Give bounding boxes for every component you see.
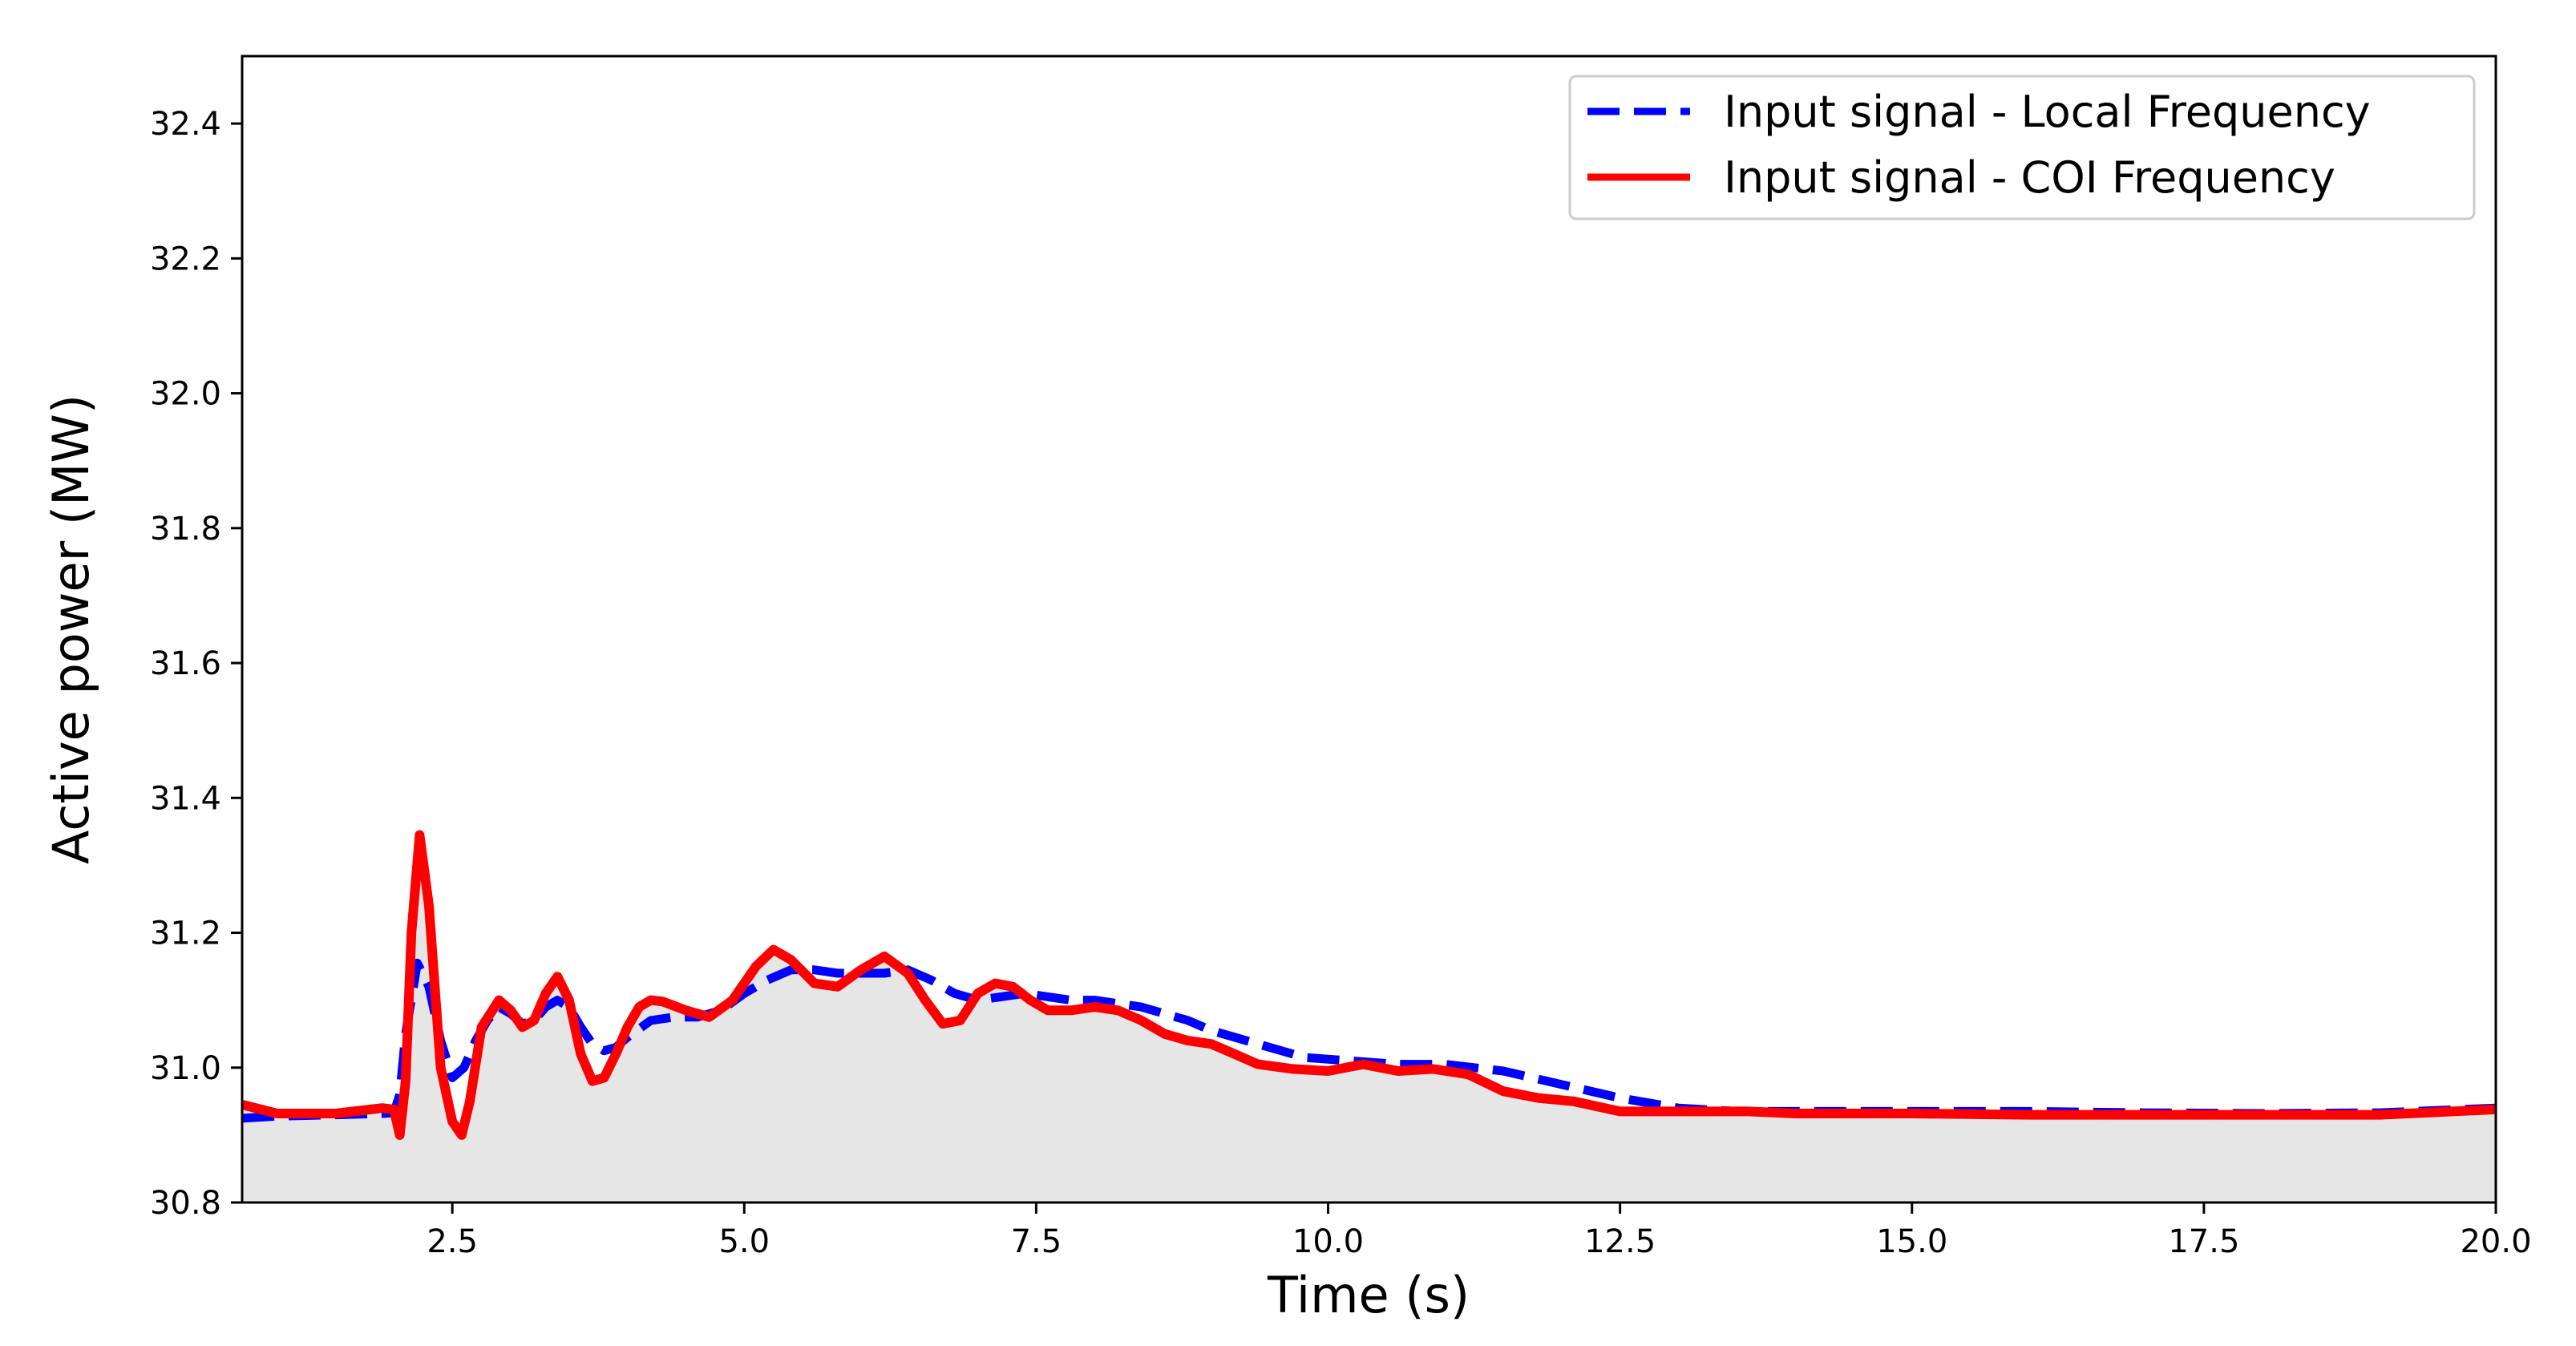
y-tick-label: 32.4 (150, 106, 221, 143)
y-tick-label: 30.8 (150, 1185, 221, 1222)
y-tick-label: 32.0 (150, 376, 221, 413)
x-tick-label: 10.0 (1292, 1223, 1364, 1260)
y-tick-label: 32.2 (150, 241, 221, 277)
x-tick-label: 2.5 (427, 1223, 478, 1260)
series-layer (242, 830, 2496, 1140)
x-axis-ticks: 2.5 5.0 7.5 10.0 12.5 15.0 17.5 20.0 (427, 1203, 2532, 1260)
x-tick-label: 7.5 (1011, 1223, 1062, 1260)
x-axis-label: Time (s) (1267, 1266, 1470, 1324)
fill-area-input-signal-coi-frequency (242, 835, 2496, 1203)
x-tick-label: 17.5 (2168, 1223, 2239, 1260)
x-tick-label: 5.0 (718, 1223, 770, 1260)
legend: Input signal - Local Frequency Input sig… (1568, 75, 2476, 220)
x-tick-label: 12.5 (1584, 1223, 1656, 1260)
plot-frame (241, 55, 2497, 1204)
y-tick-label: 31.4 (150, 780, 221, 817)
y-tick-label: 31.2 (150, 916, 221, 952)
fill-area-layer (242, 835, 2496, 1203)
legend-box (1568, 75, 2476, 220)
y-axis-ticks: 30.8 31.0 31.2 31.4 31.6 31.8 32.0 32.2 32.4 (150, 106, 242, 1222)
legend-label-local-frequency: Input signal - Local Frequency (1724, 87, 2371, 137)
x-tick-label: 15.0 (1876, 1223, 1947, 1260)
y-tick-label: 31.6 (150, 645, 221, 682)
legend-label-coi-frequency: Input signal - COI Frequency (1724, 152, 2335, 203)
y-tick-label: 31.8 (150, 511, 221, 548)
series-line-input-signal-coi-frequency (242, 830, 2496, 1140)
y-tick-label: 31.0 (150, 1050, 221, 1087)
y-axis-label: Active power (MW) (42, 394, 100, 864)
x-tick-label: 20.0 (2460, 1223, 2531, 1260)
series-line-input-signal-local-frequency (242, 958, 2496, 1123)
